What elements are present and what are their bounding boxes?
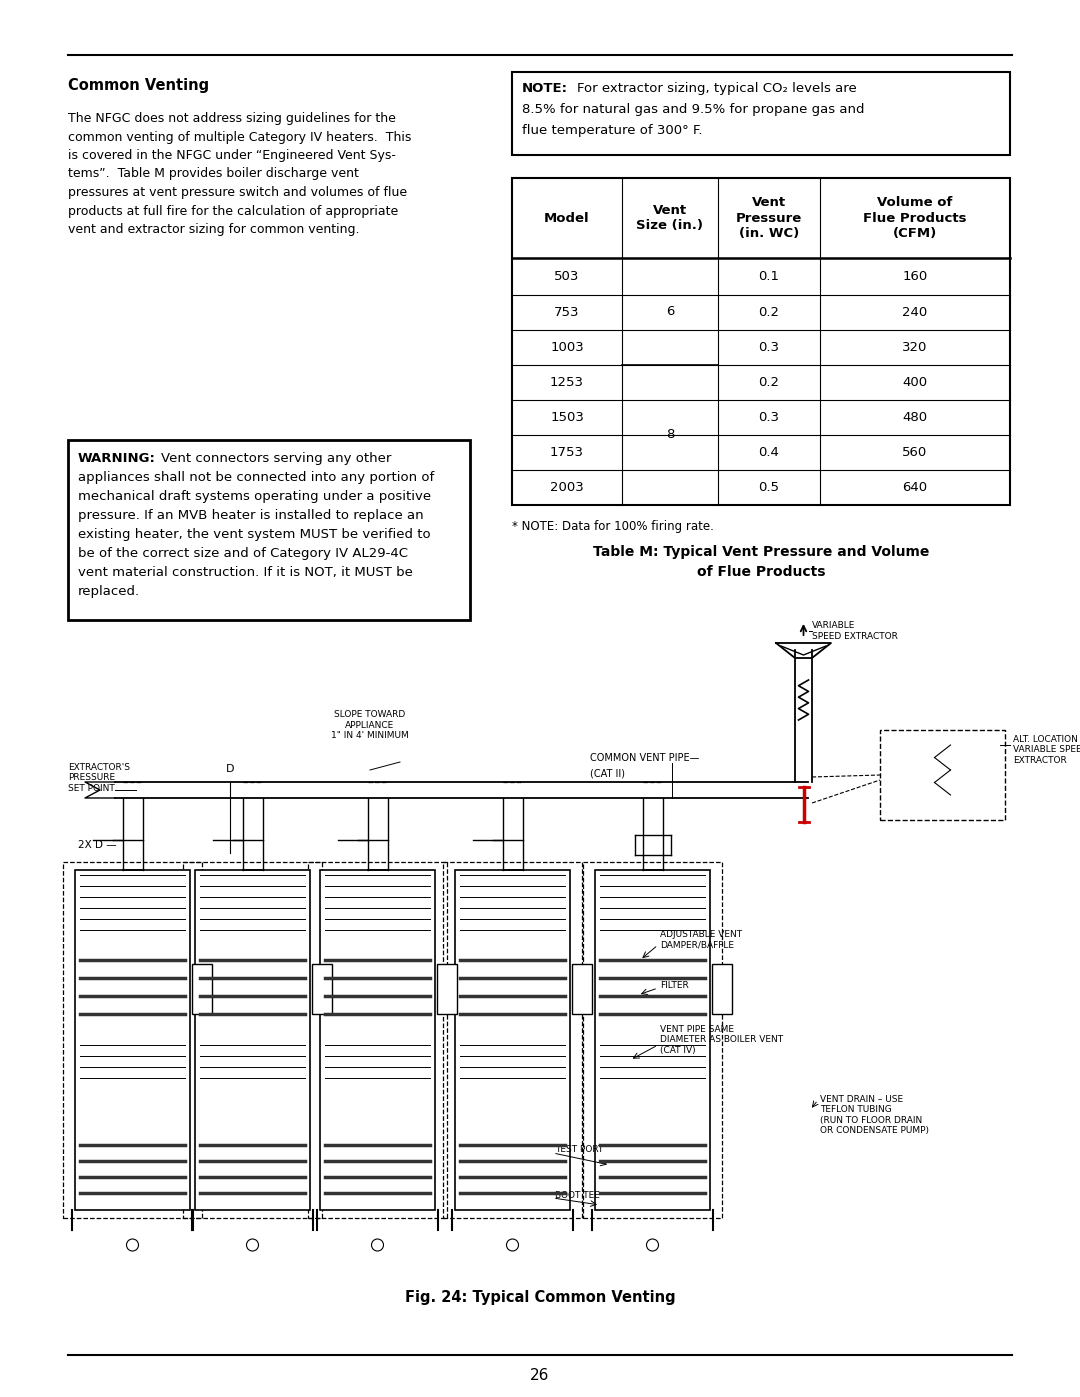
Bar xyxy=(712,964,732,1014)
Text: Fig. 24: Typical Common Venting: Fig. 24: Typical Common Venting xyxy=(405,1289,675,1305)
Text: EXTRACTOR'S
PRESSURE
SET POINT: EXTRACTOR'S PRESSURE SET POINT xyxy=(68,763,130,793)
Text: 1503: 1503 xyxy=(550,411,584,425)
Text: 8: 8 xyxy=(665,429,674,441)
Text: 0.2: 0.2 xyxy=(758,306,780,319)
Text: The NFGC does not address sizing guidelines for the: The NFGC does not address sizing guideli… xyxy=(68,112,396,124)
Bar xyxy=(192,964,212,1014)
Circle shape xyxy=(372,1239,383,1250)
Text: replaced.: replaced. xyxy=(78,585,140,598)
Text: appliances shall not be connected into any portion of: appliances shall not be connected into a… xyxy=(78,471,434,483)
Bar xyxy=(75,870,190,1210)
Text: common venting of multiple Category IV heaters.  This: common venting of multiple Category IV h… xyxy=(68,130,411,144)
Bar xyxy=(437,964,457,1014)
Text: 8.5% for natural gas and 9.5% for propane gas and: 8.5% for natural gas and 9.5% for propan… xyxy=(522,103,864,116)
Text: 1003: 1003 xyxy=(550,341,584,353)
Bar xyxy=(455,870,570,1210)
Bar xyxy=(880,731,1005,820)
Text: flue temperature of 300° F.: flue temperature of 300° F. xyxy=(522,124,702,137)
Text: 320: 320 xyxy=(902,341,928,353)
Text: ADJUSTABLE VENT
DAMPER/BAFFLE: ADJUSTABLE VENT DAMPER/BAFFLE xyxy=(660,930,742,950)
Text: pressure. If an MVB heater is installed to replace an: pressure. If an MVB heater is installed … xyxy=(78,509,423,522)
Text: vent material construction. If it is NOT, it MUST be: vent material construction. If it is NOT… xyxy=(78,566,413,578)
Text: vent and extractor sizing for common venting.: vent and extractor sizing for common ven… xyxy=(68,224,360,236)
Circle shape xyxy=(126,1239,138,1250)
Text: 560: 560 xyxy=(903,446,928,460)
Text: 0.3: 0.3 xyxy=(758,411,780,425)
Text: 640: 640 xyxy=(903,481,928,495)
Text: Model: Model xyxy=(544,211,590,225)
Bar xyxy=(595,870,710,1210)
Text: ALT. LOCATION
VARIABLE SPEED
EXTRACTOR: ALT. LOCATION VARIABLE SPEED EXTRACTOR xyxy=(1013,735,1080,764)
Text: Volume of
Flue Products
(CFM): Volume of Flue Products (CFM) xyxy=(863,196,967,240)
Bar xyxy=(308,862,447,1218)
Bar xyxy=(512,73,1010,155)
Text: * NOTE: Data for 100% firing rate.: * NOTE: Data for 100% firing rate. xyxy=(512,520,714,534)
Bar xyxy=(68,440,470,620)
Bar xyxy=(583,862,723,1218)
Text: For extractor sizing, typical CO₂ levels are: For extractor sizing, typical CO₂ levels… xyxy=(577,82,856,95)
Text: 400: 400 xyxy=(903,376,928,388)
Text: 1753: 1753 xyxy=(550,446,584,460)
Text: 0.1: 0.1 xyxy=(758,270,780,284)
Text: VENT DRAIN – USE
TEFLON TUBING
(RUN TO FLOOR DRAIN
OR CONDENSATE PUMP): VENT DRAIN – USE TEFLON TUBING (RUN TO F… xyxy=(820,1095,929,1136)
Text: products at full fire for the calculation of appropriate: products at full fire for the calculatio… xyxy=(68,204,399,218)
Bar xyxy=(443,862,582,1218)
Bar xyxy=(512,177,1010,504)
Text: Vent
Size (in.): Vent Size (in.) xyxy=(636,204,703,232)
Text: (CAT II): (CAT II) xyxy=(590,768,625,780)
Text: 0.3: 0.3 xyxy=(758,341,780,353)
Bar xyxy=(572,964,592,1014)
Circle shape xyxy=(507,1239,518,1250)
Text: Common Venting: Common Venting xyxy=(68,78,210,94)
Text: WARNING:: WARNING: xyxy=(78,453,156,465)
Circle shape xyxy=(647,1239,659,1250)
Text: VENT PIPE SAME
DIAMETER AS BOILER VENT
(CAT IV): VENT PIPE SAME DIAMETER AS BOILER VENT (… xyxy=(660,1025,783,1055)
Bar xyxy=(63,862,202,1218)
Text: 0.2: 0.2 xyxy=(758,376,780,388)
Text: tems”.  Table M provides boiler discharge vent: tems”. Table M provides boiler discharge… xyxy=(68,168,359,180)
Bar xyxy=(195,870,310,1210)
Text: 0.4: 0.4 xyxy=(758,446,780,460)
Text: Table M: Typical Vent Pressure and Volume: Table M: Typical Vent Pressure and Volum… xyxy=(593,545,929,559)
Text: 2003: 2003 xyxy=(550,481,584,495)
Circle shape xyxy=(246,1239,258,1250)
Text: 480: 480 xyxy=(903,411,928,425)
Text: 1253: 1253 xyxy=(550,376,584,388)
Text: mechanical draft systems operating under a positive: mechanical draft systems operating under… xyxy=(78,490,431,503)
Text: D: D xyxy=(226,764,234,774)
Text: existing heater, the vent system MUST be verified to: existing heater, the vent system MUST be… xyxy=(78,528,431,541)
Text: 6: 6 xyxy=(665,305,674,319)
Text: of Flue Products: of Flue Products xyxy=(697,564,825,578)
Bar xyxy=(183,862,322,1218)
Bar xyxy=(320,870,435,1210)
Text: 160: 160 xyxy=(903,270,928,284)
Text: 26: 26 xyxy=(530,1368,550,1383)
Text: 753: 753 xyxy=(554,306,580,319)
Text: is covered in the NFGC under “Engineered Vent Sys-: is covered in the NFGC under “Engineered… xyxy=(68,149,396,162)
Text: 2X D —: 2X D — xyxy=(78,840,117,849)
Bar xyxy=(312,964,332,1014)
Text: COMMON VENT PIPE—: COMMON VENT PIPE— xyxy=(590,753,700,763)
Text: FILTER: FILTER xyxy=(660,981,689,989)
Text: NOTE:: NOTE: xyxy=(522,82,568,95)
Text: 0.5: 0.5 xyxy=(758,481,780,495)
Text: Vent
Pressure
(in. WC): Vent Pressure (in. WC) xyxy=(735,196,802,240)
Text: VARIABLE
SPEED EXTRACTOR: VARIABLE SPEED EXTRACTOR xyxy=(811,622,897,641)
Text: be of the correct size and of Category IV AL29-4C: be of the correct size and of Category I… xyxy=(78,548,408,560)
Text: 503: 503 xyxy=(554,270,580,284)
Text: TEST PORT: TEST PORT xyxy=(555,1146,604,1154)
Text: pressures at vent pressure switch and volumes of flue: pressures at vent pressure switch and vo… xyxy=(68,186,407,198)
Text: 240: 240 xyxy=(903,306,928,319)
Text: BOOT TEE: BOOT TEE xyxy=(555,1190,599,1200)
Text: SLOPE TOWARD
APPLIANCE
1" IN 4' MINIMUM: SLOPE TOWARD APPLIANCE 1" IN 4' MINIMUM xyxy=(332,710,409,740)
Text: Vent connectors serving any other: Vent connectors serving any other xyxy=(161,453,391,465)
